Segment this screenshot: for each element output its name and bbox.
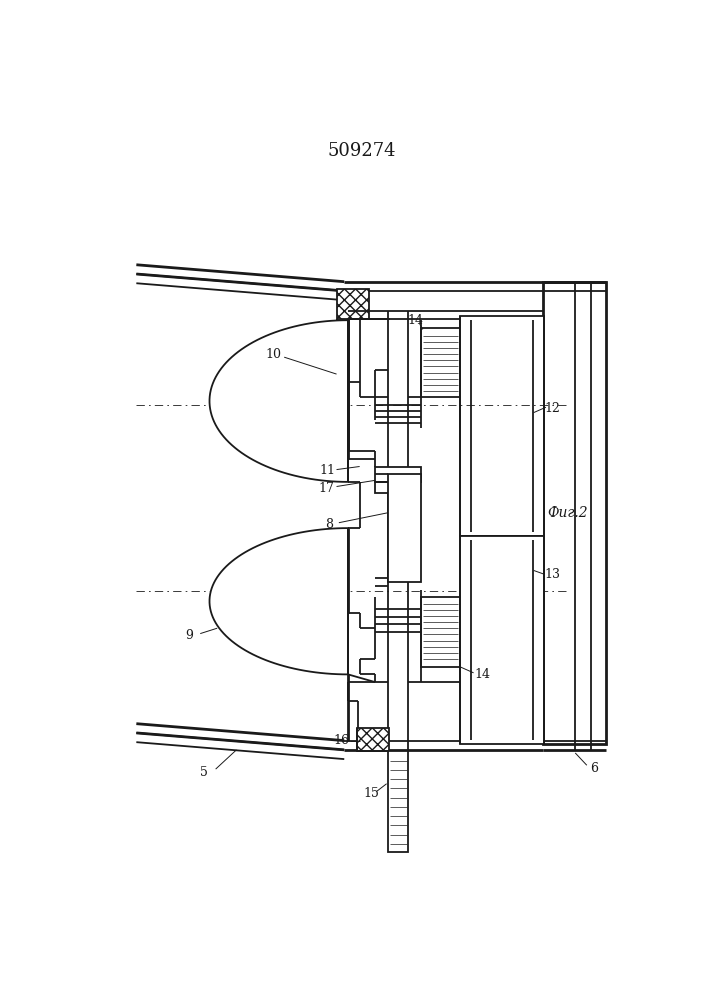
Bar [388, 751, 408, 852]
Bar [388, 474, 421, 582]
Polygon shape [209, 528, 348, 674]
Bar [375, 466, 421, 482]
Text: 17: 17 [319, 482, 334, 495]
Bar [543, 282, 606, 744]
Text: 14: 14 [407, 314, 423, 327]
Text: 11: 11 [320, 464, 335, 477]
Bar [421, 597, 460, 667]
Text: Фиг.2: Фиг.2 [547, 506, 588, 520]
Text: 12: 12 [544, 402, 560, 415]
Text: 509274: 509274 [328, 142, 396, 160]
Bar [460, 316, 544, 536]
Bar [421, 328, 460, 397]
Text: 14: 14 [475, 668, 491, 681]
Bar [375, 482, 409, 493]
Polygon shape [209, 320, 348, 482]
Text: 9: 9 [185, 629, 192, 642]
Text: 16: 16 [333, 734, 349, 747]
Text: 6: 6 [590, 762, 599, 775]
Bar [460, 536, 544, 744]
Text: 10: 10 [265, 348, 281, 361]
Bar [337, 289, 369, 319]
Bar [356, 728, 389, 751]
Text: 13: 13 [544, 568, 560, 581]
Text: 8: 8 [325, 518, 333, 531]
Text: 15: 15 [363, 787, 379, 800]
Text: 5: 5 [200, 766, 208, 779]
